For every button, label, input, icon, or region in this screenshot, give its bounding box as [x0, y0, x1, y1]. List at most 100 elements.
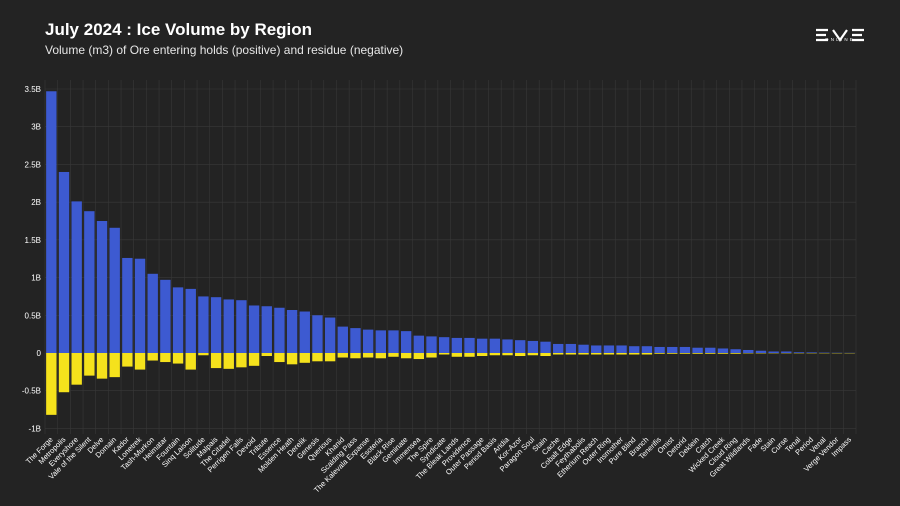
- bar-negative: [692, 353, 703, 354]
- y-tick-label: 1B: [31, 274, 41, 283]
- bar-negative: [400, 353, 412, 359]
- bar-positive: [553, 343, 564, 353]
- bar-negative: [46, 353, 57, 415]
- y-tick-label: 2B: [31, 198, 41, 207]
- bar-positive: [400, 331, 412, 353]
- bar-negative: [236, 353, 247, 368]
- bar-negative: [629, 353, 640, 355]
- bar-positive: [717, 348, 729, 353]
- bar-positive: [451, 337, 463, 353]
- bar-positive: [210, 297, 222, 353]
- bar-negative: [527, 353, 539, 356]
- bar-negative: [565, 353, 577, 355]
- bar-positive: [96, 221, 108, 353]
- bar-positive: [122, 257, 133, 353]
- bar-positive: [667, 346, 678, 353]
- bar-negative: [514, 353, 526, 357]
- bar-positive: [616, 345, 627, 353]
- bar-positive: [654, 346, 665, 353]
- bar-negative: [375, 353, 387, 359]
- bar-negative: [299, 353, 310, 363]
- bar-positive: [793, 352, 805, 353]
- bar-positive: [692, 347, 703, 353]
- bar-negative: [248, 353, 260, 366]
- bar-positive: [185, 288, 196, 353]
- bar-positive: [134, 258, 146, 353]
- bar-positive: [236, 300, 247, 353]
- bar-negative: [324, 353, 336, 362]
- bar-positive: [540, 341, 551, 353]
- bar-negative: [451, 353, 463, 357]
- bar-negative: [362, 353, 374, 358]
- bar-negative: [185, 353, 196, 370]
- bar-negative: [705, 353, 716, 354]
- bar-positive: [578, 344, 589, 353]
- logo-subtext: ONLINE: [825, 37, 855, 42]
- bar-positive: [362, 329, 374, 353]
- y-tick-label: -0.5B: [22, 387, 41, 396]
- bar-negative: [717, 353, 729, 354]
- bar-positive: [286, 310, 298, 353]
- bar-positive: [679, 346, 691, 353]
- bar-positive: [705, 347, 716, 353]
- bar-positive: [730, 349, 741, 353]
- bar-negative: [667, 353, 678, 354]
- bar-negative: [160, 353, 171, 363]
- bar-positive: [413, 335, 425, 353]
- bar-positive: [248, 305, 260, 353]
- bar-negative: [654, 353, 665, 354]
- bar-positive: [527, 340, 539, 353]
- bar-positive: [641, 346, 653, 353]
- bar-negative: [312, 353, 323, 362]
- bar-negative: [553, 353, 564, 355]
- bar-negative: [96, 353, 108, 379]
- bar-negative: [730, 353, 741, 354]
- bar-positive: [71, 201, 82, 353]
- bar-negative: [58, 353, 70, 393]
- bar-negative: [71, 353, 82, 385]
- bar-positive: [261, 306, 272, 353]
- bar-negative: [286, 353, 298, 365]
- bar-positive: [172, 287, 184, 353]
- bar-negative: [641, 353, 653, 355]
- y-tick-label: 0.5B: [25, 311, 41, 320]
- y-tick-label: 0: [37, 349, 42, 358]
- bar-negative: [198, 353, 209, 356]
- bar-positive: [438, 337, 450, 353]
- y-tick-label: 1.5B: [25, 236, 41, 245]
- bar-positive: [337, 326, 348, 353]
- bar-positive: [591, 345, 602, 353]
- y-tick-label: 2.5B: [25, 160, 41, 169]
- bar-positive: [426, 336, 437, 353]
- bar-negative: [350, 353, 361, 359]
- bar-positive: [603, 345, 615, 353]
- bar-positive: [198, 296, 209, 353]
- bar-positive: [464, 337, 475, 353]
- bar-negative: [578, 353, 589, 355]
- bar-negative: [464, 353, 475, 357]
- bar-negative: [591, 353, 602, 355]
- bar-positive: [743, 349, 754, 353]
- bar-positive: [312, 315, 323, 353]
- bar-negative: [489, 353, 501, 356]
- bar-negative: [122, 353, 133, 367]
- chart-subtitle: Volume (m3) of Ore entering holds (posit…: [45, 43, 404, 57]
- bar-negative: [274, 353, 285, 363]
- bar-negative: [134, 353, 146, 370]
- bar-positive: [388, 330, 399, 353]
- bar-positive: [565, 343, 577, 353]
- bar-negative: [502, 353, 513, 356]
- bar-negative: [616, 353, 627, 355]
- bar-positive: [299, 311, 310, 353]
- bar-positive: [324, 317, 336, 353]
- bar-positive: [58, 171, 70, 353]
- bar-positive: [489, 338, 501, 353]
- bar-negative: [84, 353, 95, 376]
- bar-positive: [806, 352, 817, 353]
- bar-positive: [514, 340, 526, 353]
- bar-negative: [172, 353, 184, 364]
- bar-positive: [274, 307, 285, 353]
- y-tick-label: -1B: [29, 424, 41, 433]
- bar-positive: [629, 346, 640, 353]
- bar-positive: [147, 273, 158, 353]
